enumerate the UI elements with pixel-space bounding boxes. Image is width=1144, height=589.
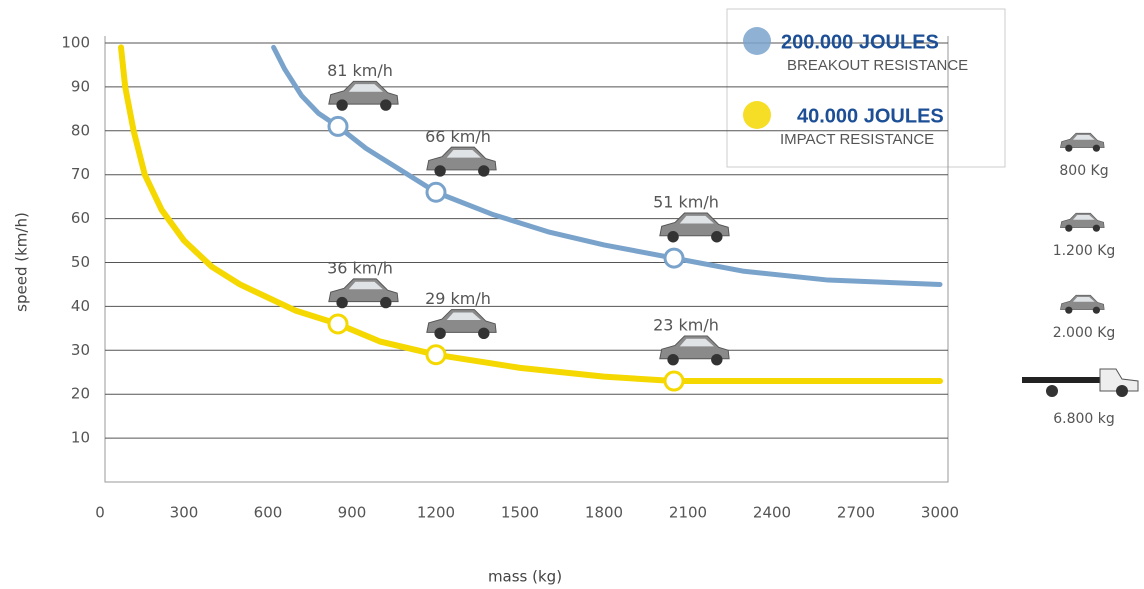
plot-frame [104, 36, 949, 483]
y-tick-label: 70 [71, 165, 90, 183]
car-body [328, 80, 399, 105]
car-body [328, 278, 399, 303]
car-window [348, 281, 383, 290]
car-wheel [667, 353, 679, 366]
car-icon [659, 335, 730, 366]
car-body [1060, 212, 1105, 228]
car-wheel [1092, 306, 1100, 314]
x-tick-label: 3000 [921, 504, 959, 522]
car-wheel [380, 99, 392, 111]
data-point [663, 247, 685, 269]
data-point [327, 115, 349, 137]
data-label: 29 km/h [425, 289, 491, 308]
car-wheel [434, 165, 446, 177]
car-wheel [711, 353, 723, 366]
y-axis-title: speed (km/h) [13, 212, 31, 312]
car-wheel [380, 296, 392, 309]
car-window [1073, 135, 1095, 140]
x-tick-label: 300 [170, 504, 199, 522]
vehicle-label: 2.000 Kg [1053, 325, 1116, 341]
legend-swatch [743, 101, 771, 129]
car-wheel [336, 296, 348, 309]
car-body [1060, 132, 1105, 148]
data-label: 66 km/h [425, 127, 491, 146]
car-wheel [1065, 306, 1073, 314]
car-body [426, 309, 497, 333]
car-wheel [711, 231, 723, 243]
y-tick-label: 60 [71, 209, 90, 227]
data-label: 36 km/h [327, 258, 393, 277]
legend-name: 200.000 JOULES [781, 31, 939, 53]
data-point [663, 370, 685, 392]
y-tick-label: 50 [71, 253, 90, 271]
car-wheel [478, 165, 490, 177]
y-tick-label: 20 [71, 385, 90, 403]
car-wheel [336, 99, 348, 111]
data-point [327, 313, 349, 335]
car-icon [328, 80, 399, 111]
y-tick-label: 30 [71, 341, 90, 359]
vehicle-icon [1022, 368, 1139, 397]
truck-wheel [1046, 385, 1058, 397]
car-icon [426, 146, 497, 177]
data-label: 81 km/h [327, 61, 393, 80]
vehicle-label: 1.200 Kg [1053, 243, 1116, 259]
x-tick-label: 900 [338, 504, 367, 522]
x-tick-label: 600 [254, 504, 283, 522]
x-tick-label: 2700 [837, 504, 875, 522]
data-point [425, 344, 447, 366]
car-wheel [478, 327, 490, 340]
y-tick-label: 10 [71, 429, 90, 447]
series-line [118, 44, 943, 385]
vehicle-label: 800 Kg [1059, 163, 1108, 179]
car-body [426, 146, 497, 171]
x-tick-label: 0 [95, 504, 105, 522]
car-wheel [434, 327, 446, 340]
car-wheel [1065, 224, 1073, 232]
vehicle-icon [1060, 132, 1105, 152]
truck-wheel [1116, 385, 1128, 397]
x-tick-label: 1200 [417, 504, 455, 522]
data-point [425, 181, 447, 203]
car-window [679, 338, 714, 347]
vehicle-icon [1060, 294, 1105, 314]
car-window [348, 84, 383, 92]
y-tick-label: 40 [71, 297, 90, 315]
car-wheel [1092, 224, 1100, 232]
car-icon [328, 278, 399, 309]
car-wheel [1065, 144, 1073, 152]
car-window [1073, 215, 1095, 220]
car-body [659, 335, 730, 360]
legend-description: BREAKOUT RESISTANCE [787, 57, 968, 74]
car-wheel [1092, 144, 1100, 152]
truck-bed [1022, 377, 1102, 383]
vehicle-label: 6.800 kg [1053, 411, 1115, 427]
car-icon [659, 212, 730, 243]
car-window [446, 312, 481, 321]
legend-swatch [743, 27, 771, 55]
legend-box [726, 8, 1006, 168]
x-tick-label: 1500 [501, 504, 539, 522]
car-icon [426, 309, 497, 340]
x-tick-label: 2100 [669, 504, 707, 522]
data-label: 51 km/h [653, 193, 719, 212]
car-window [1073, 297, 1095, 302]
y-tick-label: 90 [71, 77, 90, 95]
car-body [659, 212, 730, 237]
data-label: 23 km/h [653, 316, 719, 335]
car-wheel [667, 231, 679, 243]
x-axis-title: mass (kg) [488, 568, 562, 586]
y-tick-label: 80 [71, 121, 90, 139]
vehicle-icon [1060, 212, 1105, 232]
car-window [446, 150, 481, 158]
x-tick-label: 1800 [585, 504, 623, 522]
legend-description: IMPACT RESISTANCE [780, 131, 934, 148]
y-tick-label: 100 [61, 34, 90, 52]
legend-name: 40.000 JOULES [797, 105, 944, 127]
car-body [1060, 294, 1105, 310]
x-tick-label: 2400 [753, 504, 791, 522]
truck-cab [1099, 368, 1139, 392]
car-window [679, 215, 714, 224]
